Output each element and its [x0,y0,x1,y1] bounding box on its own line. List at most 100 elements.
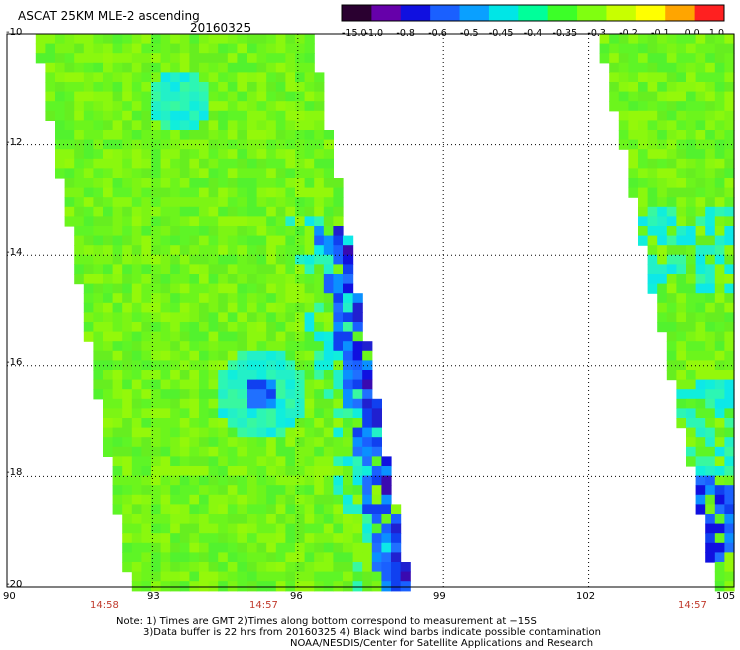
swath-cell [333,312,344,323]
swath-cell [103,62,114,73]
swath-cell [256,571,267,582]
swath-cell [333,398,344,409]
swath-cell [266,187,277,198]
swath-cell [724,53,735,64]
swath-cell [218,235,229,246]
swath-cell [323,494,334,505]
swath-cell [103,312,114,323]
swath-cell [275,370,286,381]
swath-cell [314,101,325,112]
swath-cell [266,245,277,256]
swath-cell [275,475,286,486]
swath-cell [275,254,286,265]
swath-cell [705,552,716,563]
swath-cell [295,398,306,409]
swath-cell [275,437,286,448]
lat-tick-label: -18 [6,467,23,478]
swath-cell [237,158,248,169]
swath-cell [285,72,296,83]
swath-cell [256,274,267,285]
swath-cell [122,504,133,515]
swath-cell [247,158,258,169]
swath-cell [714,562,725,573]
swath-cell [275,235,286,246]
swath-cell [686,408,697,419]
swath-cell [83,168,94,179]
swath-cell [151,139,162,150]
swath-cell [218,178,229,189]
swath-cell [247,62,258,73]
swath-cell [237,293,248,304]
swath-cell [103,322,114,333]
swath-cell [112,379,123,390]
swath-cell [74,82,85,93]
swath-cell [247,82,258,93]
swath-cell [131,562,142,573]
swath-cell [151,322,162,333]
swath-cell [199,149,210,160]
swath-cell [256,110,267,121]
swath-cell [83,91,94,102]
swath-cell [199,72,210,83]
swath-cell [199,552,210,563]
swath-cell [275,34,286,45]
swath-cell [666,130,677,141]
swath-cell [122,274,133,285]
swath-cell [266,552,277,563]
swath-cell [199,168,210,179]
swath-cell [151,350,162,361]
swath-cell [714,437,725,448]
swath-cell [208,562,219,573]
swath-cell [304,331,315,342]
swath-cell [266,62,277,73]
swath-cell [666,72,677,83]
swath-cell [686,264,697,275]
swath-cell [199,34,210,45]
swath-cell [122,197,133,208]
swath-cell [122,437,133,448]
swath-cell [266,235,277,246]
swath-cell [724,341,735,352]
swath-cell [609,72,620,83]
swath-cell [266,168,277,179]
swath-cell [247,302,258,313]
swath-cell [371,408,382,419]
swath-cell [724,283,735,294]
swath-cell [333,206,344,217]
swath-cell [179,494,190,505]
swath-cell [724,350,735,361]
swath-cell [112,427,123,438]
swath-cell [295,341,306,352]
swath-cell [695,43,706,54]
map-title: ASCAT 25KM MLE-2 ascending [18,9,200,23]
swath-cell [170,322,181,333]
swath-cell [199,418,210,429]
swath-cell [256,523,267,534]
swath-cell [170,427,181,438]
swath-cell [189,312,200,323]
swath-cell [160,82,171,93]
swath-cell [304,418,315,429]
swath-cell [74,168,85,179]
lat-lon-grid [7,34,734,587]
swath-cell [189,379,200,390]
swath-cell [93,149,104,160]
swath-cell [666,34,677,45]
swath-cell [247,197,258,208]
swath-cell [74,178,85,189]
swath-cell [285,101,296,112]
swath-cell [705,485,716,496]
swath-cell [352,581,363,592]
swath-cell [705,379,716,390]
swath-cell [151,168,162,179]
swath-cell [112,216,123,227]
swath-cell [112,178,123,189]
swath-cell [218,341,229,352]
swath-cell [295,235,306,246]
swath-cell [352,446,363,457]
swath-cell [247,485,258,496]
swath-cell [227,158,238,169]
swath-cell [208,168,219,179]
swath-cell [381,552,392,563]
swath-cell [170,350,181,361]
